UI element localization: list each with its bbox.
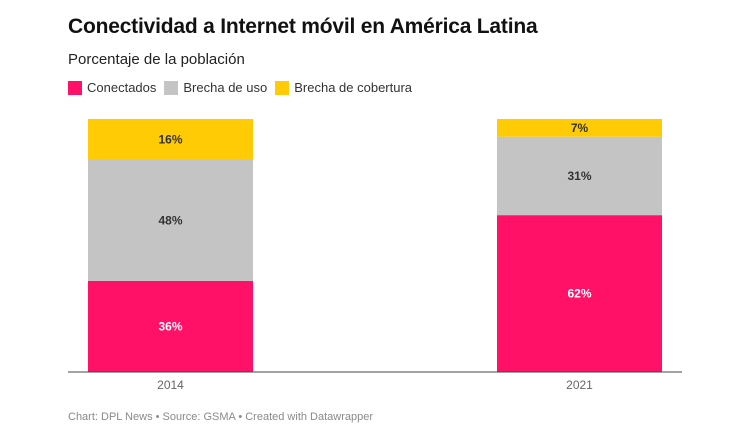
x-tick-label-2021: 2021 — [566, 378, 593, 392]
x-tick-labels: 2014 2021 — [157, 378, 593, 392]
legend-label-brecha-de-cobertura: Brecha de cobertura — [294, 80, 413, 95]
legend-label-conectados: Conectados — [87, 80, 157, 95]
legend-item-conectados: Conectados — [68, 80, 156, 95]
bar-segment-brecha-de-uso-2021 — [497, 136, 662, 216]
chart-subtitle: Porcentaje de la población — [68, 51, 245, 68]
bar-segment-conectados-2014 — [88, 280, 253, 372]
data-label-conectados-2014: 36% — [158, 320, 182, 334]
bar-segment-brecha-de-cobertura-2014 — [88, 119, 253, 160]
data-label-brecha-de-uso-2014: 48% — [158, 213, 182, 227]
bar-segment-conectados-2021 — [497, 215, 662, 372]
data-label-brecha-de-cobertura-2021: 7% — [571, 121, 589, 135]
data-label-brecha-de-cobertura-2014: 16% — [158, 132, 182, 146]
data-label-brecha-de-uso-2021: 31% — [567, 169, 591, 183]
legend-item-brecha-de-cobertura: Brecha de cobertura — [275, 80, 412, 95]
legend-swatch-brecha-de-cobertura — [275, 80, 290, 95]
bars-group: 36% 48% 16% 62% 31% 7% — [88, 119, 662, 372]
chart-title: Conectividad a Internet móvil en América… — [68, 15, 538, 38]
legend-item-brecha-de-uso: Brecha de uso — [164, 80, 267, 95]
legend-swatch-brecha-de-uso — [164, 80, 179, 95]
data-label-conectados-2021: 62% — [567, 287, 591, 301]
bar-segment-brecha-de-cobertura-2021 — [497, 119, 662, 137]
legend-swatch-conectados — [68, 80, 82, 95]
bar-segment-brecha-de-uso-2014 — [88, 159, 253, 281]
legend-label-brecha-de-uso: Brecha de uso — [183, 80, 268, 95]
chart-footer: Chart: DPL News • Source: GSMA • Created… — [68, 411, 374, 423]
x-tick-label-2014: 2014 — [157, 378, 184, 392]
legend: Conectados Brecha de uso Brecha de cober… — [68, 80, 420, 95]
